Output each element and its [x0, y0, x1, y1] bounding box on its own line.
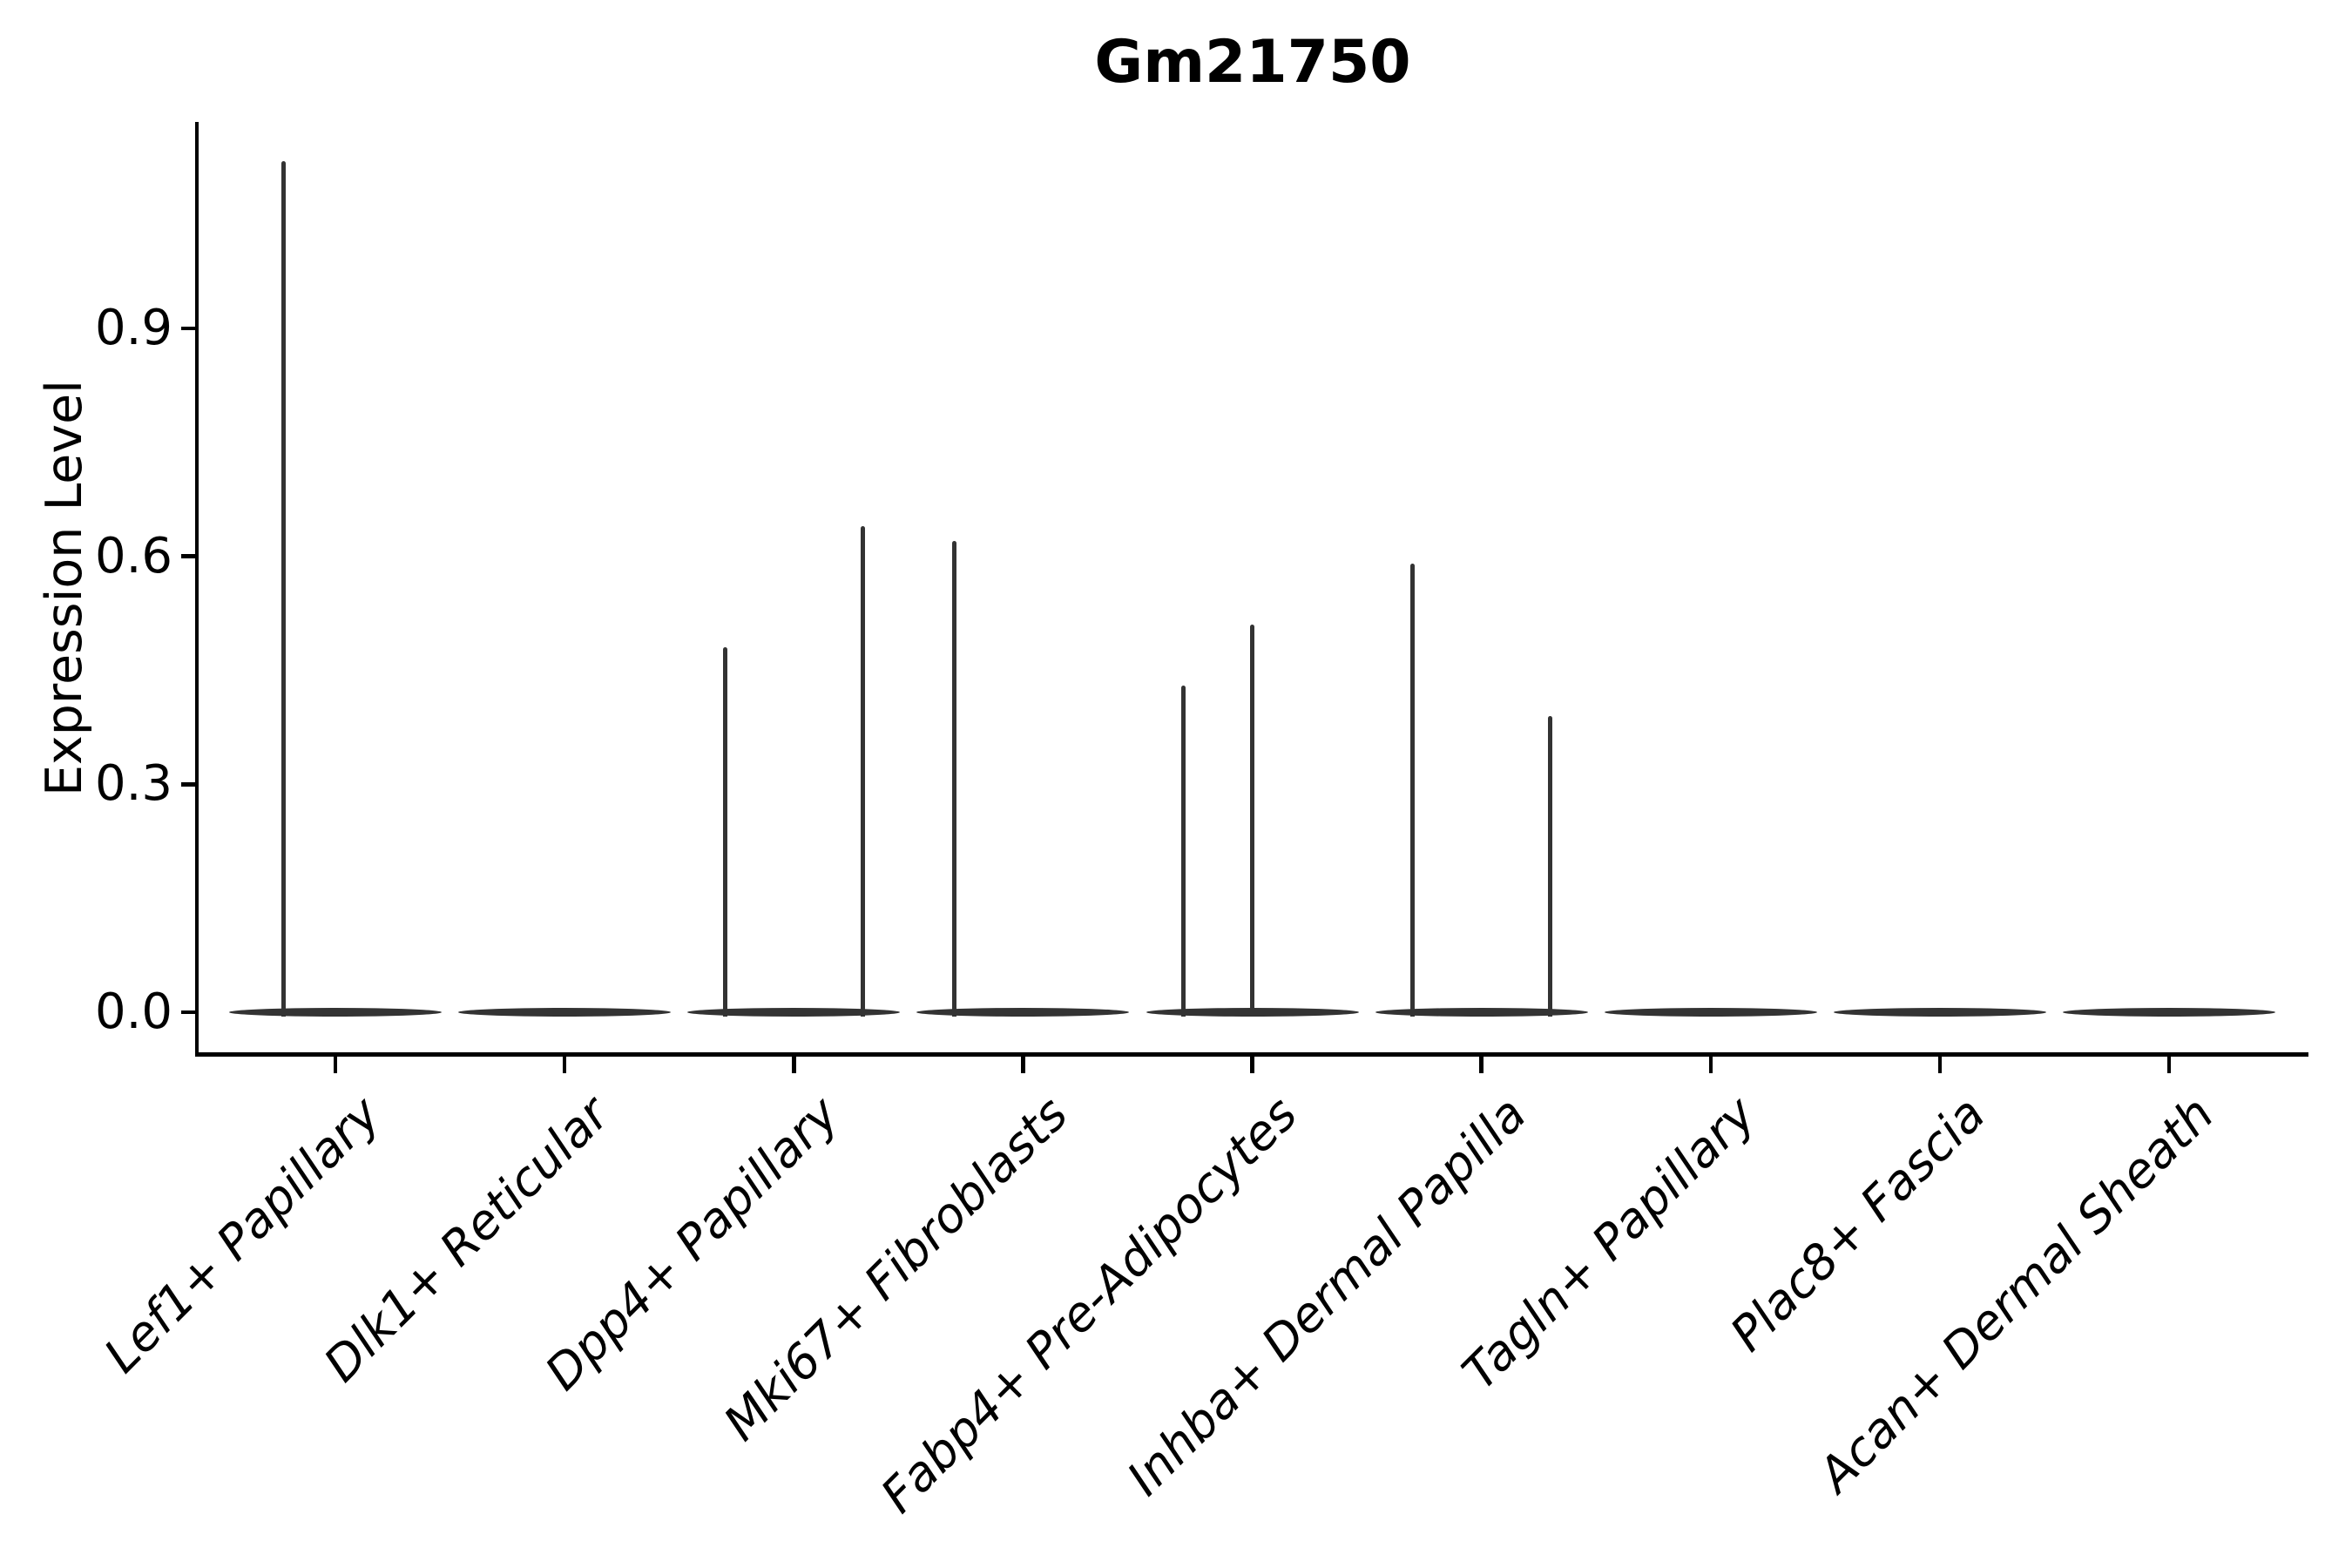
violin-spike — [1548, 715, 1553, 1017]
y-tick — [181, 554, 197, 558]
x-tick — [792, 1056, 796, 1073]
violin-spike — [1410, 564, 1416, 1017]
x-tick — [1479, 1056, 1484, 1073]
violin-body — [1833, 1008, 2046, 1017]
violin-body — [1375, 1008, 1588, 1017]
y-tick-label: 0.0 — [94, 983, 172, 1040]
x-tick — [2166, 1056, 2172, 1073]
violin-body — [916, 1008, 1130, 1017]
y-tick — [181, 326, 197, 331]
violin-spike — [1181, 685, 1186, 1017]
y-tick-label: 0.9 — [94, 300, 172, 357]
y-axis-label: Expression Level — [36, 380, 93, 796]
x-tick — [562, 1056, 567, 1073]
x-axis-spine — [194, 1052, 2308, 1057]
x-tick-label: Inhba+ Dermal Papilla — [1116, 1085, 1538, 1506]
x-tick — [1708, 1056, 1713, 1073]
violin-spike — [280, 161, 286, 1017]
violin-body — [229, 1008, 442, 1017]
violin-spike — [860, 525, 865, 1017]
y-tick-label: 0.6 — [94, 527, 172, 585]
violin-body — [687, 1008, 901, 1017]
y-axis-spine — [194, 122, 199, 1057]
x-tick — [1250, 1056, 1254, 1073]
x-tick — [1937, 1056, 1943, 1073]
x-tick-label: Acan+ Dermal Sheath — [1808, 1085, 2225, 1503]
violin-spike — [951, 541, 956, 1017]
y-tick-label: 0.3 — [94, 755, 172, 813]
violin-body — [2063, 1008, 2275, 1017]
violin-body — [458, 1008, 672, 1017]
violin-spike — [722, 647, 727, 1017]
violin-spike — [1250, 625, 1254, 1017]
x-tick — [1021, 1056, 1025, 1073]
x-tick-label: Fabp4+ Pre-Adipocytes — [869, 1085, 1308, 1524]
x-tick — [333, 1056, 338, 1073]
y-tick — [181, 1010, 197, 1015]
chart-title: Gm21750 — [1094, 28, 1411, 97]
y-tick — [181, 782, 197, 787]
violin-body — [1604, 1008, 1817, 1017]
